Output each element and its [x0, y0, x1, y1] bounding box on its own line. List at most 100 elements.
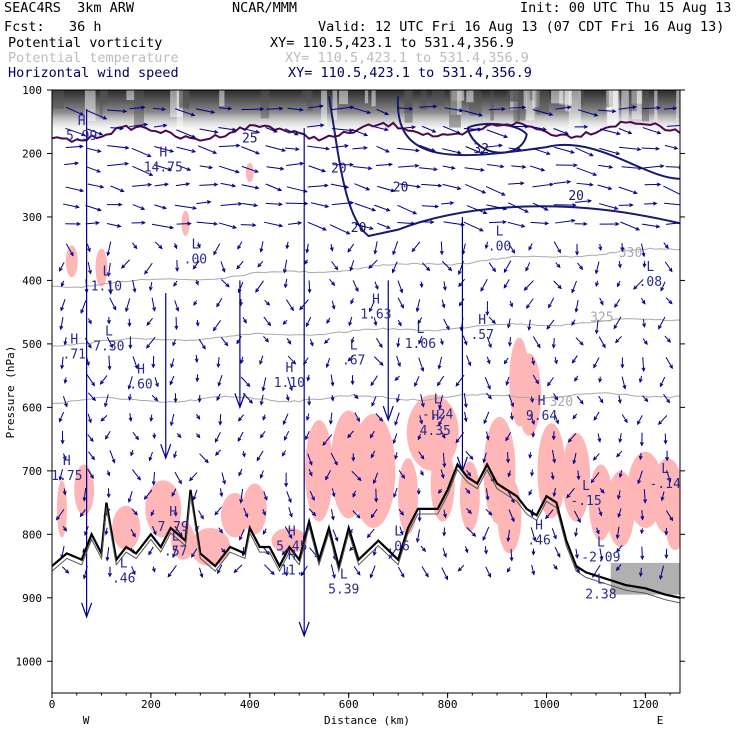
wind-vector-head: [394, 455, 399, 460]
wind-vector: [330, 412, 333, 424]
wind-vector: [286, 186, 307, 193]
wind-vector: [86, 243, 91, 252]
hl-marker: L5.39: [328, 567, 359, 597]
wind-vector-head: [158, 244, 163, 250]
wind-vector: [621, 166, 642, 169]
wind-vector-head: [213, 129, 219, 134]
wind-vector: [287, 376, 293, 391]
wind-vector: [598, 395, 604, 403]
wind-vector-head: [480, 287, 485, 292]
wind-vector: [551, 528, 557, 539]
wind-vector: [196, 108, 215, 113]
wind-vector: [666, 125, 680, 127]
wind-vector: [376, 145, 390, 153]
wind-vector-head: [388, 554, 393, 560]
wind-vector: [530, 414, 535, 425]
wind-vector: [466, 205, 487, 214]
wind-vector-head: [438, 421, 442, 426]
wind-vector-head: [483, 419, 488, 425]
wind-vector-head: [306, 376, 311, 382]
wind-vector-head: [667, 477, 672, 483]
wind-vector-head: [79, 188, 85, 193]
wind-vector-head: [107, 572, 112, 578]
wind-contour-label: 20: [351, 221, 367, 236]
wind-vector-head: [173, 282, 178, 287]
wind-vector: [525, 262, 531, 271]
wind-vector-head: [601, 343, 606, 349]
wind-contour-label: 32: [473, 142, 489, 157]
wind-vector: [132, 469, 141, 481]
wind-vector-head: [171, 492, 176, 497]
wind-vector-head: [419, 471, 424, 476]
wind-vector: [418, 167, 437, 170]
strat-streak: [219, 90, 225, 107]
wind-vector-head: [233, 568, 238, 574]
wind-vector-head: [484, 549, 488, 555]
wind-vector: [486, 129, 508, 138]
wind-vector-head: [431, 148, 436, 152]
wind-vector-head: [253, 203, 259, 208]
wind-vector-head: [574, 308, 579, 313]
wind-vector-head: [420, 367, 425, 372]
wind-vector-head: [464, 548, 469, 554]
wind-vector: [287, 222, 302, 225]
wind-vector-head: [433, 167, 438, 172]
wind-vector: [618, 128, 632, 134]
wind-vector-head: [655, 146, 660, 151]
wind-vector: [198, 510, 204, 519]
strat-streak: [466, 90, 474, 103]
wind-vector-head: [540, 167, 546, 172]
hl-marker-type: L: [102, 265, 110, 280]
strat-streak: [306, 90, 313, 111]
wind-vector: [373, 472, 379, 484]
wind-vector: [488, 108, 505, 111]
wind-vector: [573, 452, 577, 464]
wind-vector: [575, 527, 578, 536]
wind-vector: [330, 183, 349, 189]
wind-vector: [284, 147, 299, 150]
wind-vector: [370, 565, 376, 578]
wind-vector-head: [125, 307, 129, 313]
wind-vector: [595, 261, 600, 274]
wind-vector-head: [201, 345, 206, 350]
wind-vector-head: [501, 192, 506, 196]
wind-vector-head: [528, 491, 533, 496]
wind-vector-head: [386, 225, 391, 229]
wind-vector-head: [501, 107, 506, 112]
org-label: NCAR/MMM: [232, 0, 298, 16]
wind-vector-head: [120, 188, 125, 193]
wind-vector-head: [87, 320, 92, 325]
wind-vector: [437, 375, 445, 386]
wind-vector: [598, 164, 613, 168]
wind-vector: [507, 491, 515, 503]
hl-marker: H1.63: [360, 293, 391, 323]
wind-vector: [370, 450, 376, 458]
y-tick-label: 900: [22, 592, 42, 605]
hl-marker: L1.10: [91, 265, 122, 295]
wind-vector-head: [128, 417, 133, 422]
wind-vector: [551, 449, 556, 463]
wind-vector: [220, 261, 226, 272]
wind-vector-head: [583, 221, 588, 226]
wind-vector-head: [363, 145, 368, 150]
wind-vector: [463, 110, 483, 117]
wind-vector-head: [614, 206, 619, 210]
wind-vector: [107, 109, 127, 112]
wind-vector-head: [415, 538, 420, 543]
wind-vector-head: [118, 202, 123, 207]
wind-vector-head: [154, 397, 159, 402]
wind-vector-head: [368, 264, 373, 269]
init-time: Init: 00 UTC Thu 15 Aug 13: [520, 0, 732, 16]
wind-vector: [265, 145, 286, 152]
wind-vector: [399, 183, 421, 188]
wind-vector-head: [615, 534, 620, 540]
wind-vector: [574, 510, 581, 523]
wind-vector-head: [437, 183, 443, 188]
wind-vector: [62, 396, 68, 407]
wind-vector: [568, 433, 577, 443]
wind-vector-head: [575, 251, 579, 256]
wind-vector-head: [143, 122, 149, 127]
wind-vector: [664, 261, 673, 272]
wind-vector: [599, 203, 618, 210]
wind-vector-head: [288, 513, 293, 518]
